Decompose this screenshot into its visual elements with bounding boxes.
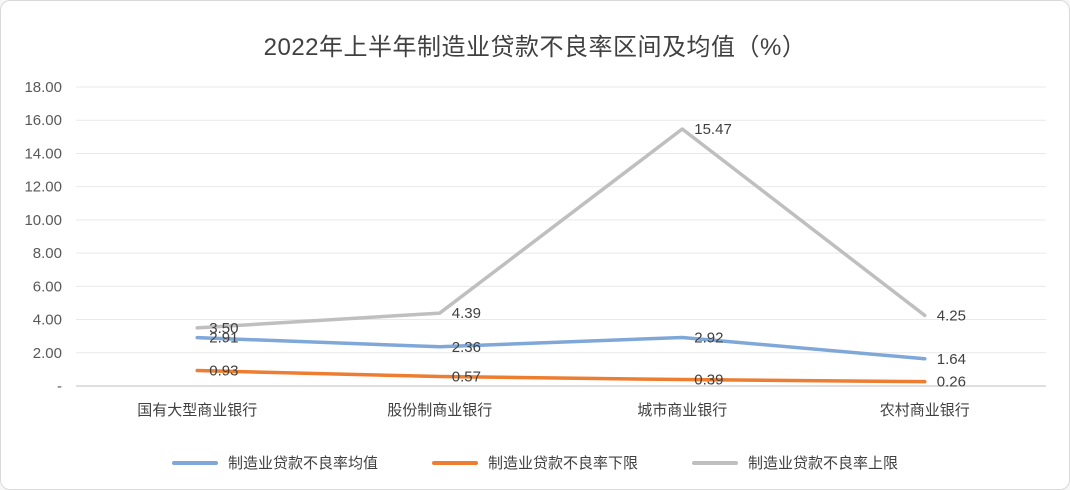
y-tick-label: 6.00 [33, 278, 62, 295]
y-tick-label: 2.00 [33, 345, 62, 362]
legend-item-lower: 制造业贷款不良率下限 [431, 452, 638, 473]
legend-swatch-lower [431, 460, 478, 465]
legend-label-upper: 制造业贷款不良率上限 [748, 455, 899, 472]
category-label: 国有大型商业银行 [137, 402, 257, 419]
data-label: 0.57 [452, 369, 481, 386]
y-tick-label: 10.00 [24, 212, 62, 229]
data-label: 0.39 [694, 372, 723, 389]
series-line-1 [195, 368, 927, 384]
legend-label-mean: 制造业贷款不良率均值 [227, 455, 378, 472]
y-tick-label: 18.00 [24, 79, 62, 96]
data-label: 4.25 [937, 307, 966, 324]
legend-item-upper: 制造业贷款不良率上限 [692, 452, 898, 473]
data-label: 3.50 [209, 320, 238, 337]
y-tick-label: 4.00 [33, 312, 62, 329]
y-tick-label: 8.00 [33, 245, 62, 262]
y-tick-label: - [57, 378, 62, 395]
legend-item-mean: 制造业贷款不良率均值 [171, 452, 378, 473]
data-label: 0.93 [209, 363, 238, 380]
data-label: 15.47 [694, 121, 732, 138]
legend-swatch-upper [692, 460, 738, 465]
y-tick-label: 14.00 [24, 145, 62, 162]
category-label: 城市商业银行 [637, 402, 727, 419]
series-line-2 [195, 127, 927, 330]
data-label: 0.26 [937, 374, 966, 391]
category-label: 股份制商业银行 [387, 402, 492, 419]
chart-title: 2022年上半年制造业贷款不良率区间及均值（%） [263, 34, 807, 61]
legend-label-lower: 制造业贷款不良率下限 [487, 455, 638, 472]
legend: 制造业贷款不良率均值 制造业贷款不良率下限 制造业贷款不良率上限 [1, 452, 1069, 473]
category-label: 农村商业银行 [880, 402, 970, 419]
y-tick-label: 16.00 [24, 112, 62, 129]
data-label: 1.64 [937, 351, 966, 368]
legend-swatch-mean [171, 460, 218, 465]
y-tick-label: 12.00 [24, 179, 62, 196]
data-label: 2.91 [209, 330, 238, 347]
data-label: 2.36 [452, 339, 481, 356]
series-line-0 [195, 335, 927, 361]
data-label: 4.39 [452, 305, 481, 322]
data-label: 2.92 [694, 329, 723, 346]
